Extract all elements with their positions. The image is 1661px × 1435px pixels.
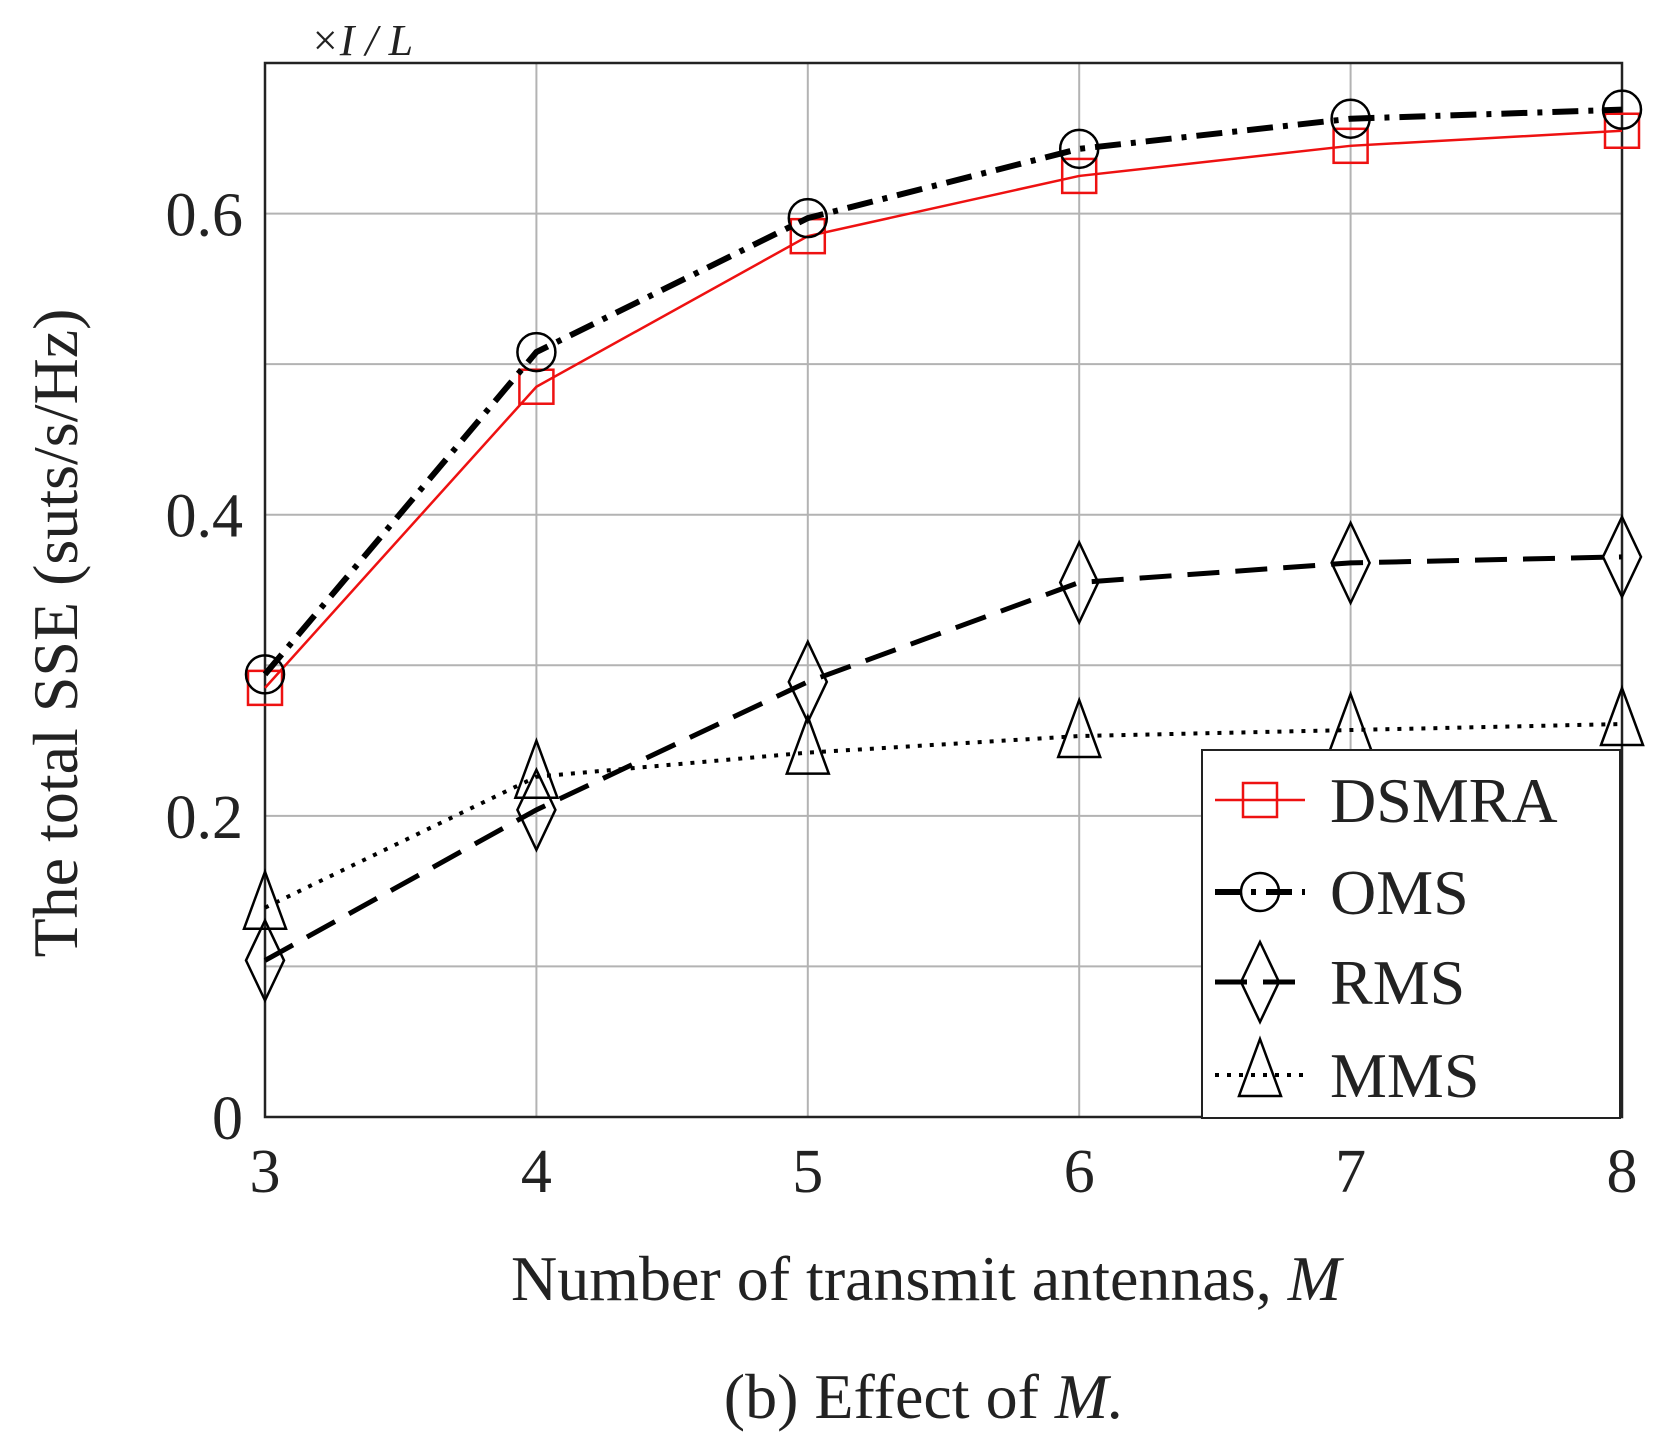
marker-circle [1058,128,1100,170]
marker-triangle [785,713,831,775]
legend-label: MMS [1330,1040,1479,1111]
legend-item-rms: RMS [1215,939,1465,1025]
x-tick-label: 7 [1335,1138,1366,1206]
marker-triangle [1056,696,1102,759]
x-axis-title-text: Number of transmit antennas, [511,1243,1288,1314]
y-tick-label: 0 [212,1085,243,1153]
y-tick-label: 0.6 [166,182,244,250]
legend-label: DSMRA [1330,765,1558,836]
y-tick-labels: 0 0.2 0.4 0.6 [166,182,244,1153]
marker-square [1603,112,1641,150]
x-axis-title-variable: M [1287,1243,1345,1314]
y-tick-label: 0.2 [166,784,244,852]
x-tick-label: 8 [1607,1138,1638,1206]
marker-square [1332,127,1369,165]
marker-diamond [244,917,286,1004]
legend-label: OMS [1330,857,1469,928]
marker-circle [1601,89,1643,130]
marker-diamond [787,638,829,725]
marker-square [518,368,555,405]
x-tick-labels: 3 4 5 6 7 8 [250,1138,1638,1206]
y-axis-title: The total SSE (suts/s/Hz) [20,309,91,958]
figure-caption: (b) Effect of M. [724,1361,1124,1432]
series-rms [244,513,1643,1004]
marker-diamond [516,766,557,853]
marker-triangle [1237,1035,1283,1098]
x-axis-title: Number of transmit antennas, M [511,1243,1345,1314]
series-layer [242,89,1645,1004]
series-line [263,554,1623,963]
plot-area-frame [263,61,1624,1119]
marker-triangle [513,737,560,799]
marker-circle [1239,871,1281,913]
marker-square [1241,781,1279,819]
series-oms [244,89,1643,695]
marker-circle [1330,98,1371,139]
marker-diamond [1601,513,1643,600]
marker-diamond [1239,939,1281,1025]
y-tick-label: 0.4 [166,483,244,551]
legend: DSMRA OMS RMS MMS [1201,749,1621,1119]
series-line [264,129,1623,689]
figure-caption-variable: M. [1054,1361,1124,1432]
marker-triangle [242,868,288,930]
marker-diamond [1330,519,1371,606]
x-tick-label: 3 [250,1138,281,1206]
legend-item-oms: OMS [1215,857,1469,928]
figure-caption-text: (b) Effect of [724,1361,1055,1432]
marker-diamond [1058,539,1100,626]
marker-circle [516,331,557,373]
x-tick-label: 5 [792,1138,823,1206]
marker-triangle [1599,684,1645,747]
marker-circle [787,197,829,239]
legend-box [1201,749,1621,1119]
marker-square [1060,157,1098,195]
legend-item-mms: MMS [1215,1035,1479,1111]
x-tick-label: 4 [521,1138,552,1206]
axis-multiplier: ×I / L [310,16,413,65]
series-line [262,106,1623,677]
legend-label: RMS [1330,947,1465,1018]
x-tick-label: 6 [1064,1138,1095,1206]
legend-item-dsmra: DSMRA [1215,765,1558,836]
marker-circle [244,654,286,695]
series-dsmra [246,112,1641,707]
series-line [264,722,1623,910]
